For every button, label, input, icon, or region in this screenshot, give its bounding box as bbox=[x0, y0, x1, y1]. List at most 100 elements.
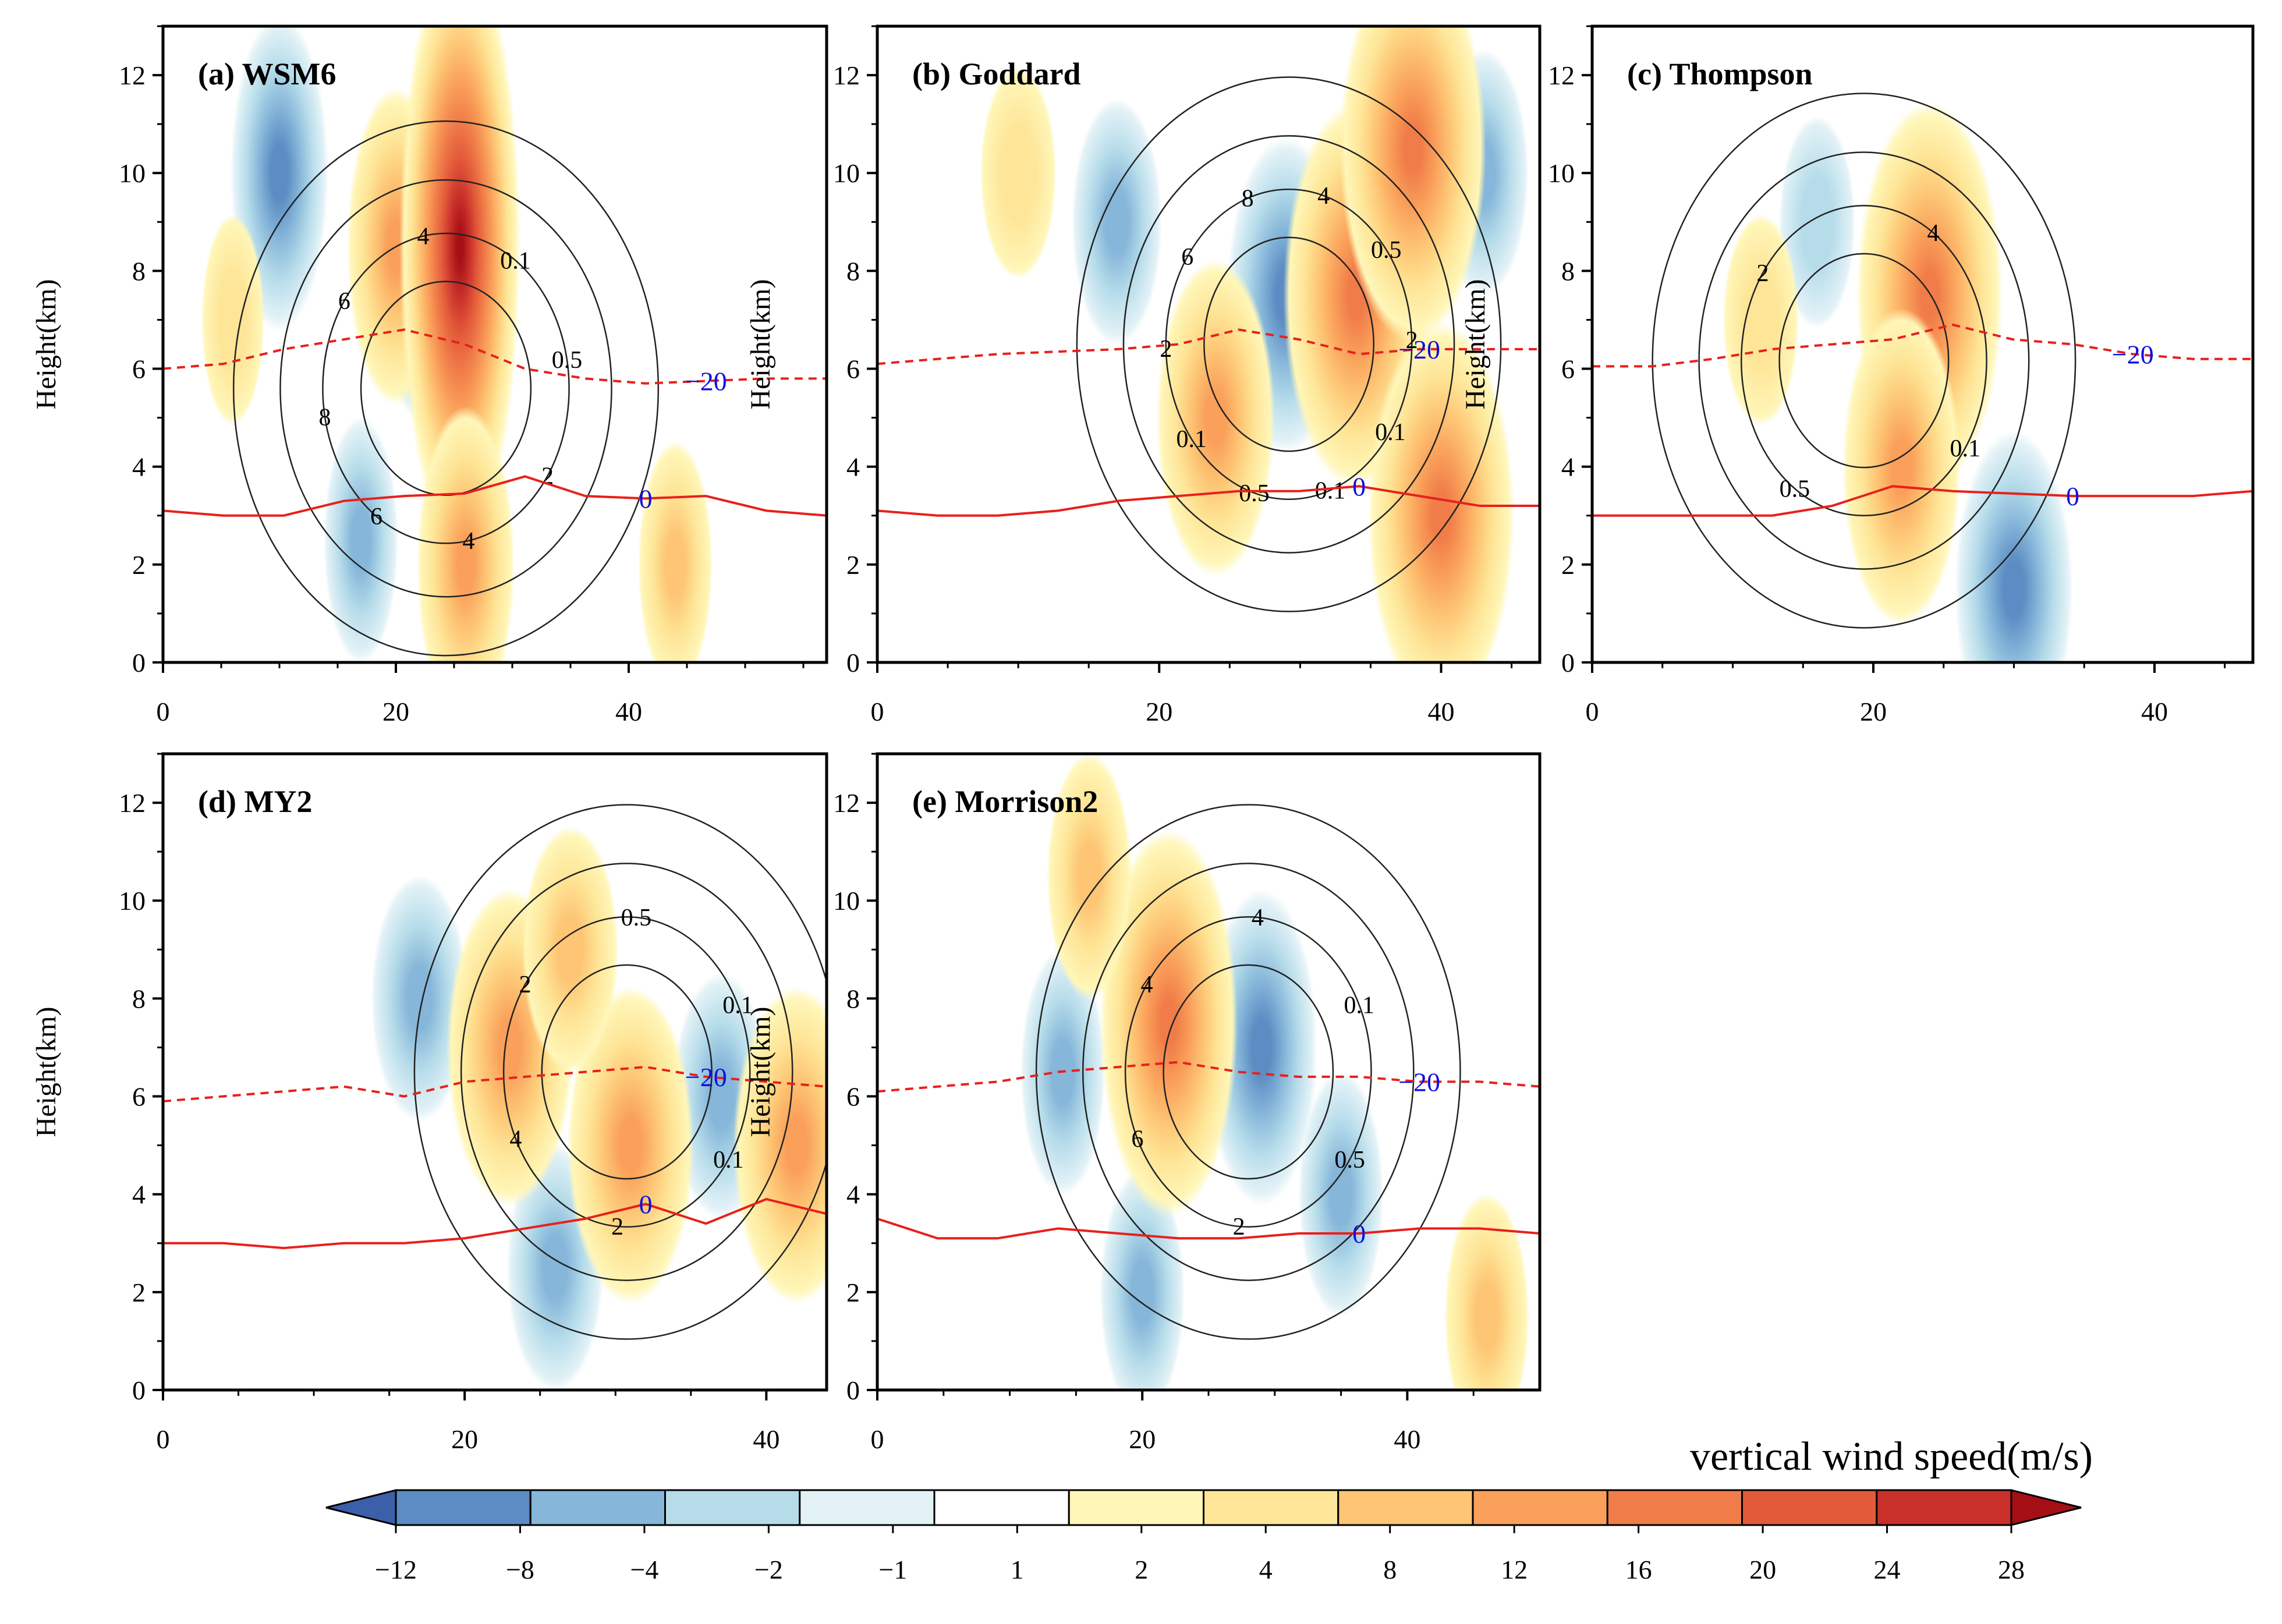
contour-label: 4 bbox=[1140, 971, 1153, 998]
contour-label: 0.1 bbox=[722, 992, 753, 1019]
y-tick-label: 4 bbox=[132, 1180, 146, 1210]
updraft-cell bbox=[1047, 754, 1132, 1000]
x-tick-label: 20 bbox=[1129, 1424, 1156, 1454]
colorbar-tick-label: 1 bbox=[1011, 1555, 1024, 1584]
y-tick-label: 8 bbox=[846, 256, 860, 286]
mixing-ratio-contour bbox=[1076, 76, 1502, 612]
contour-label: 6 bbox=[1131, 1126, 1143, 1153]
updraft-cell bbox=[1367, 321, 1515, 662]
colorbar-tick-label: 24 bbox=[1874, 1555, 1901, 1584]
updraft-cell bbox=[733, 987, 827, 1304]
y-tick-label: 12 bbox=[833, 788, 860, 818]
y-tick-label: 6 bbox=[132, 1082, 146, 1112]
mixing-ratio-contour bbox=[1203, 236, 1374, 452]
x-tick-label: 40 bbox=[1428, 697, 1455, 726]
mixing-ratio-contour bbox=[1124, 916, 1372, 1228]
y-tick-label: 6 bbox=[1561, 354, 1575, 384]
colorbar-tick-label: 12 bbox=[1501, 1555, 1528, 1584]
panel-frame bbox=[1590, 24, 2255, 664]
y-tick-label: 8 bbox=[846, 984, 860, 1013]
y-tick-label: 12 bbox=[833, 61, 860, 90]
y-tick-label: 0 bbox=[132, 1375, 146, 1405]
colorbar-tick-label: −2 bbox=[754, 1555, 783, 1584]
y-axis-label: Height(km) bbox=[31, 279, 62, 410]
y-tick-label: 2 bbox=[132, 1278, 146, 1307]
contour-label: 8 bbox=[319, 404, 331, 431]
isotherm-0-label: 0 bbox=[639, 484, 653, 513]
isotherm-minus20-label: −20 bbox=[685, 1062, 727, 1092]
colorbar-segment bbox=[1068, 1489, 1204, 1526]
mixing-ratio-contour bbox=[279, 179, 612, 598]
panel-e: 0.5 2 6 4 4 0.1 −20 0 (e) Morrison2 0 2 4 6 8 10 12 Heig… bbox=[745, 752, 1542, 1454]
colorbar-extend-min bbox=[325, 1489, 397, 1526]
colorbar-segment bbox=[1203, 1489, 1340, 1526]
panel-title: (d) MY2 bbox=[198, 784, 312, 819]
downdraft-cell bbox=[1955, 430, 2073, 662]
y-tick-label: 6 bbox=[846, 1082, 860, 1112]
colorbar-tick-label: 16 bbox=[1625, 1555, 1652, 1584]
contour-label: 2 bbox=[1757, 260, 1769, 287]
y-tick-label: 2 bbox=[1561, 550, 1575, 580]
mixing-ratio-contour bbox=[1698, 151, 2030, 570]
isotherm-0-label: 0 bbox=[639, 1190, 653, 1219]
colorbar-segment bbox=[395, 1489, 531, 1526]
colorbar-segment bbox=[1876, 1489, 2012, 1526]
colorbar-segment bbox=[933, 1489, 1070, 1526]
x-tick-label: 20 bbox=[1860, 697, 1887, 726]
contour-label: 0.1 bbox=[500, 247, 531, 274]
contour-label: 0.5 bbox=[552, 347, 583, 374]
mixing-ratio-contour bbox=[1122, 135, 1455, 554]
contour-label: 2 bbox=[519, 971, 531, 998]
panel-title: (c) Thompson bbox=[1627, 56, 1813, 91]
panel-title: (a) WSM6 bbox=[198, 56, 336, 91]
contour-label: 0.5 bbox=[1239, 480, 1270, 507]
panel-frame bbox=[161, 752, 828, 1392]
colorbar-tick-label: 28 bbox=[1998, 1555, 2025, 1584]
isotherm-minus20-label: −20 bbox=[2112, 339, 2154, 369]
y-tick-label: 10 bbox=[833, 886, 860, 916]
wind-field: 0.5 2 6 4 4 0.1 bbox=[877, 754, 1540, 1390]
x-tick-label: 40 bbox=[615, 697, 642, 726]
y-tick-label: 12 bbox=[119, 788, 146, 818]
contour-label: 0.5 bbox=[621, 905, 652, 931]
contour-label: 6 bbox=[338, 288, 350, 315]
updraft-cell bbox=[1723, 214, 1799, 426]
updraft-cell bbox=[1100, 829, 1238, 1217]
mixing-ratio-contour bbox=[413, 804, 827, 1340]
mixing-ratio-contour bbox=[1778, 253, 1950, 469]
y-tick-label: 0 bbox=[1561, 648, 1575, 678]
downdraft-cell bbox=[324, 416, 398, 662]
panel-c: 0.1 0.5 2 4 −20 0 (c) Thompson 0 2 4 6 8 10 12 Height(… bbox=[1460, 24, 2255, 726]
wind-field: 0.1 2 4 2 0.5 0.1 bbox=[163, 754, 827, 1390]
colorbar-segment bbox=[1741, 1489, 1878, 1526]
panel-frame bbox=[876, 24, 1542, 664]
mixing-ratio-contour bbox=[1165, 188, 1413, 501]
contour-label: 0.1 bbox=[1375, 419, 1406, 446]
updraft-cell bbox=[417, 406, 515, 662]
isotherm-0-label: 0 bbox=[1352, 1219, 1366, 1249]
y-tick-label: 2 bbox=[132, 550, 146, 580]
updraft-cell bbox=[1842, 308, 1961, 626]
y-tick-label: 8 bbox=[132, 984, 146, 1013]
y-axis-label: Height(km) bbox=[31, 1007, 62, 1137]
y-tick-label: 0 bbox=[132, 648, 146, 678]
mixing-ratio-contour bbox=[1035, 804, 1461, 1340]
y-tick-label: 4 bbox=[132, 452, 146, 482]
x-tick-label: 20 bbox=[451, 1424, 478, 1454]
contour-label: 0.1 bbox=[713, 1147, 744, 1173]
isotherm-0-line bbox=[163, 475, 827, 517]
x-tick-label: 40 bbox=[753, 1424, 779, 1454]
contour-label: 4 bbox=[1927, 220, 1939, 247]
mixing-ratio-contour bbox=[232, 120, 660, 657]
colorbar-tick-label: 4 bbox=[1259, 1555, 1273, 1584]
contour-label: 2 bbox=[1233, 1214, 1245, 1240]
isotherm-0-line bbox=[877, 1217, 1540, 1240]
isotherm-0-line bbox=[877, 485, 1540, 517]
downdraft-cell bbox=[1298, 1070, 1384, 1318]
y-tick-label: 10 bbox=[119, 158, 146, 188]
colorbar-segment bbox=[529, 1489, 666, 1526]
mixing-ratio-contour bbox=[1082, 863, 1415, 1281]
x-tick-label: 0 bbox=[157, 1424, 170, 1454]
